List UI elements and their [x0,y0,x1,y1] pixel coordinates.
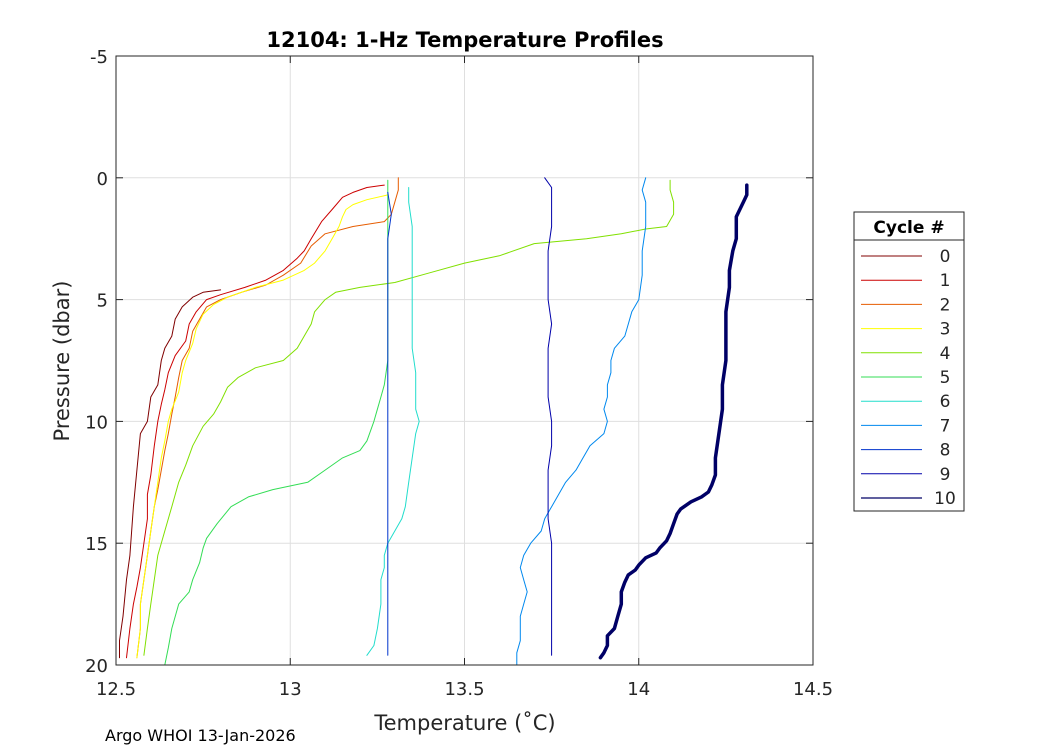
y-tick-label: 0 [97,169,108,190]
series-line-cycle-10 [598,183,749,660]
y-tick-label: 20 [85,656,108,677]
legend-label-cycle-7: 7 [940,416,951,436]
y-tick-label: 15 [85,534,108,555]
series-line-cycle-3 [136,194,389,659]
legend-label-cycle-9: 9 [940,465,951,485]
legend-label-cycle-8: 8 [940,441,951,461]
series-line-cycle-0 [119,289,222,659]
footer-stamp: Argo WHOI 13-Jan-2026 [105,726,296,745]
axis-ticks: 12.5 13 13.5 14 14.5 -5 0 5 10 15 20 [85,47,833,700]
legend-label-cycle-6: 6 [940,392,951,412]
profile-series [119,177,749,666]
y-tick-label: -5 [90,47,108,68]
series-line-cycle-8 [387,191,392,656]
series-line-cycle-4 [143,179,675,656]
legend-label-cycle-2: 2 [940,295,951,315]
legend-label-cycle-3: 3 [940,320,951,340]
chart-title: 12104: 1-Hz Temperature Profiles [266,28,663,52]
y-axis-label: Pressure (dbar) [50,281,74,442]
legend-label-cycle-4: 4 [940,344,951,364]
x-tick-label: 12.5 [96,679,136,700]
series-line-cycle-7 [516,177,647,666]
legend-label-cycle-0: 0 [940,247,951,267]
x-tick-label: 13.5 [444,679,484,700]
legend-title: Cycle # [873,218,944,238]
y-tick-label: 10 [85,412,108,433]
legend-label-cycle-5: 5 [940,368,951,388]
legend-box [853,211,965,512]
x-tick-label: 14 [627,679,650,700]
series-line-cycle-1 [126,184,385,659]
legend-label-cycle-10: 10 [934,489,956,509]
x-axis-label: Temperature (˚C) [373,711,555,735]
series-line-cycle-9 [544,177,553,656]
x-tick-label: 14.5 [793,679,833,700]
legend: Cycle # 0 1 2 3 4 5 6 7 8 9 10 [853,211,965,512]
legend-items: 0 1 2 3 4 5 6 7 8 9 10 [861,247,956,509]
series-line-cycle-6 [366,187,420,656]
x-tick-label: 13 [279,679,302,700]
y-tick-label: 5 [97,291,108,312]
legend-label-cycle-1: 1 [940,271,951,291]
